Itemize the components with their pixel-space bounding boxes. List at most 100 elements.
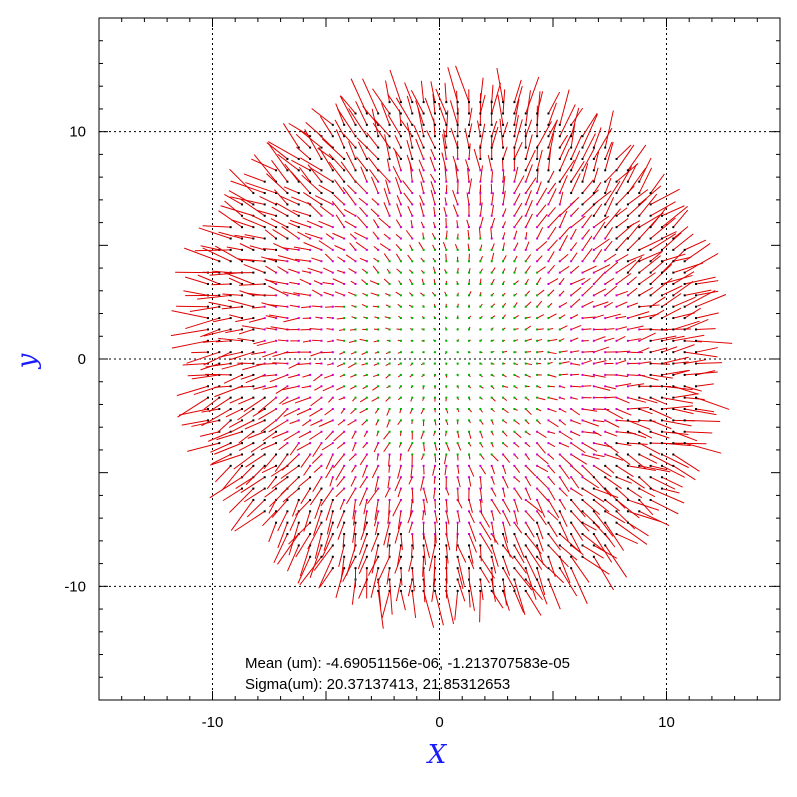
vector-arrow bbox=[420, 181, 425, 194]
vector-arrow bbox=[248, 317, 265, 323]
vector-arrow bbox=[604, 499, 620, 512]
vector-origin-marker bbox=[275, 373, 278, 376]
vector-arrow bbox=[372, 88, 390, 114]
vector-arrow bbox=[559, 148, 570, 171]
vector-arrow bbox=[310, 167, 334, 183]
vector-origin-marker bbox=[456, 294, 459, 297]
vector-origin-marker bbox=[615, 192, 618, 195]
vector-arrow bbox=[214, 385, 243, 398]
vector-arrow bbox=[445, 556, 448, 581]
vector-arrow bbox=[559, 235, 568, 251]
vector-arrow bbox=[497, 94, 504, 125]
vector-arrow bbox=[191, 374, 220, 380]
vector-origin-marker bbox=[433, 260, 436, 263]
vector-arrow bbox=[352, 511, 357, 526]
vector-origin-marker bbox=[297, 237, 300, 240]
vector-arrow bbox=[224, 200, 243, 217]
vector-origin-marker bbox=[388, 271, 391, 274]
vector-arrow bbox=[650, 335, 677, 342]
vector-origin-marker bbox=[331, 271, 334, 274]
vector-origin-marker bbox=[411, 442, 414, 445]
vector-origin-marker bbox=[615, 248, 618, 251]
vector-origin-marker bbox=[604, 146, 607, 149]
vector-arrow bbox=[253, 340, 265, 345]
vector-origin-marker bbox=[275, 192, 278, 195]
vector-origin-marker bbox=[604, 305, 607, 308]
vector-origin-marker bbox=[660, 305, 663, 308]
vector-origin-marker bbox=[502, 169, 505, 172]
vector-arrow bbox=[627, 325, 644, 330]
vector-origin-marker bbox=[502, 442, 505, 445]
vector-arrow bbox=[616, 408, 632, 416]
vector-origin-marker bbox=[218, 396, 221, 399]
vector-origin-marker bbox=[286, 282, 289, 285]
vector-origin-marker bbox=[626, 408, 629, 411]
vector-origin-marker bbox=[388, 578, 391, 581]
vector-origin-marker bbox=[252, 328, 255, 331]
vector-origin-marker bbox=[241, 328, 244, 331]
vector-origin-marker bbox=[331, 135, 334, 138]
vector-arrow bbox=[312, 339, 322, 342]
vector-arrow bbox=[559, 210, 568, 228]
vector-arrow bbox=[400, 119, 413, 137]
vector-origin-marker bbox=[479, 351, 482, 354]
vector-arrow bbox=[570, 160, 585, 182]
vector-origin-marker bbox=[229, 328, 232, 331]
vector-origin-marker bbox=[558, 521, 561, 524]
vector-origin-marker bbox=[592, 396, 595, 399]
vector-origin-marker bbox=[524, 385, 527, 388]
vector-arrow bbox=[661, 205, 685, 217]
vector-arrow bbox=[318, 240, 334, 251]
vector-origin-marker bbox=[331, 373, 334, 376]
vector-origin-marker bbox=[365, 260, 368, 263]
vector-arrow bbox=[295, 533, 311, 558]
vector-arrow bbox=[392, 166, 402, 182]
vector-origin-marker bbox=[422, 271, 425, 274]
vector-origin-marker bbox=[695, 351, 698, 354]
vector-arrow bbox=[403, 192, 413, 205]
vector-origin-marker bbox=[388, 248, 391, 251]
vector-origin-marker bbox=[275, 203, 278, 206]
vector-arrow bbox=[513, 166, 519, 182]
vector-origin-marker bbox=[309, 533, 312, 536]
vector-origin-marker bbox=[331, 555, 334, 558]
vector-arrow bbox=[443, 454, 447, 465]
vector-origin-marker bbox=[388, 101, 391, 104]
vector-origin-marker bbox=[592, 317, 595, 320]
vector-origin-marker bbox=[456, 419, 459, 422]
vector-arrow bbox=[288, 222, 299, 228]
vector-arrow bbox=[593, 203, 603, 217]
vector-arrow bbox=[311, 305, 322, 308]
vector-origin-marker bbox=[524, 214, 527, 217]
vector-origin-marker bbox=[399, 294, 402, 297]
vector-origin-marker bbox=[468, 237, 471, 240]
vector-arrow bbox=[491, 120, 498, 137]
vector-origin-marker bbox=[468, 419, 471, 422]
vector-origin-marker bbox=[320, 169, 323, 172]
vector-arrow bbox=[464, 128, 470, 148]
vector-origin-marker bbox=[638, 385, 641, 388]
vector-arrow bbox=[373, 511, 379, 527]
vector-arrow bbox=[411, 488, 414, 504]
vector-origin-marker bbox=[343, 203, 346, 206]
vector-origin-marker bbox=[536, 214, 539, 217]
vector-origin-marker bbox=[649, 214, 652, 217]
vector-arrow bbox=[536, 181, 542, 194]
vector-arrow bbox=[225, 272, 254, 285]
vector-arrow bbox=[582, 163, 589, 182]
vector-origin-marker bbox=[275, 339, 278, 342]
vector-origin-marker bbox=[581, 237, 584, 240]
vector-arrow bbox=[548, 431, 556, 434]
vector-origin-marker bbox=[524, 248, 527, 251]
vector-arrow bbox=[220, 205, 254, 217]
vector-origin-marker bbox=[456, 476, 459, 479]
vector-origin-marker bbox=[615, 237, 618, 240]
vector-arrow bbox=[548, 182, 557, 194]
vector-origin-marker bbox=[399, 510, 402, 513]
vector-origin-marker bbox=[445, 464, 448, 467]
vector-origin-marker bbox=[411, 430, 414, 433]
vector-arrow bbox=[323, 522, 334, 551]
vector-arrow bbox=[442, 241, 447, 251]
vector-origin-marker bbox=[229, 453, 232, 456]
vector-origin-marker bbox=[365, 305, 368, 308]
